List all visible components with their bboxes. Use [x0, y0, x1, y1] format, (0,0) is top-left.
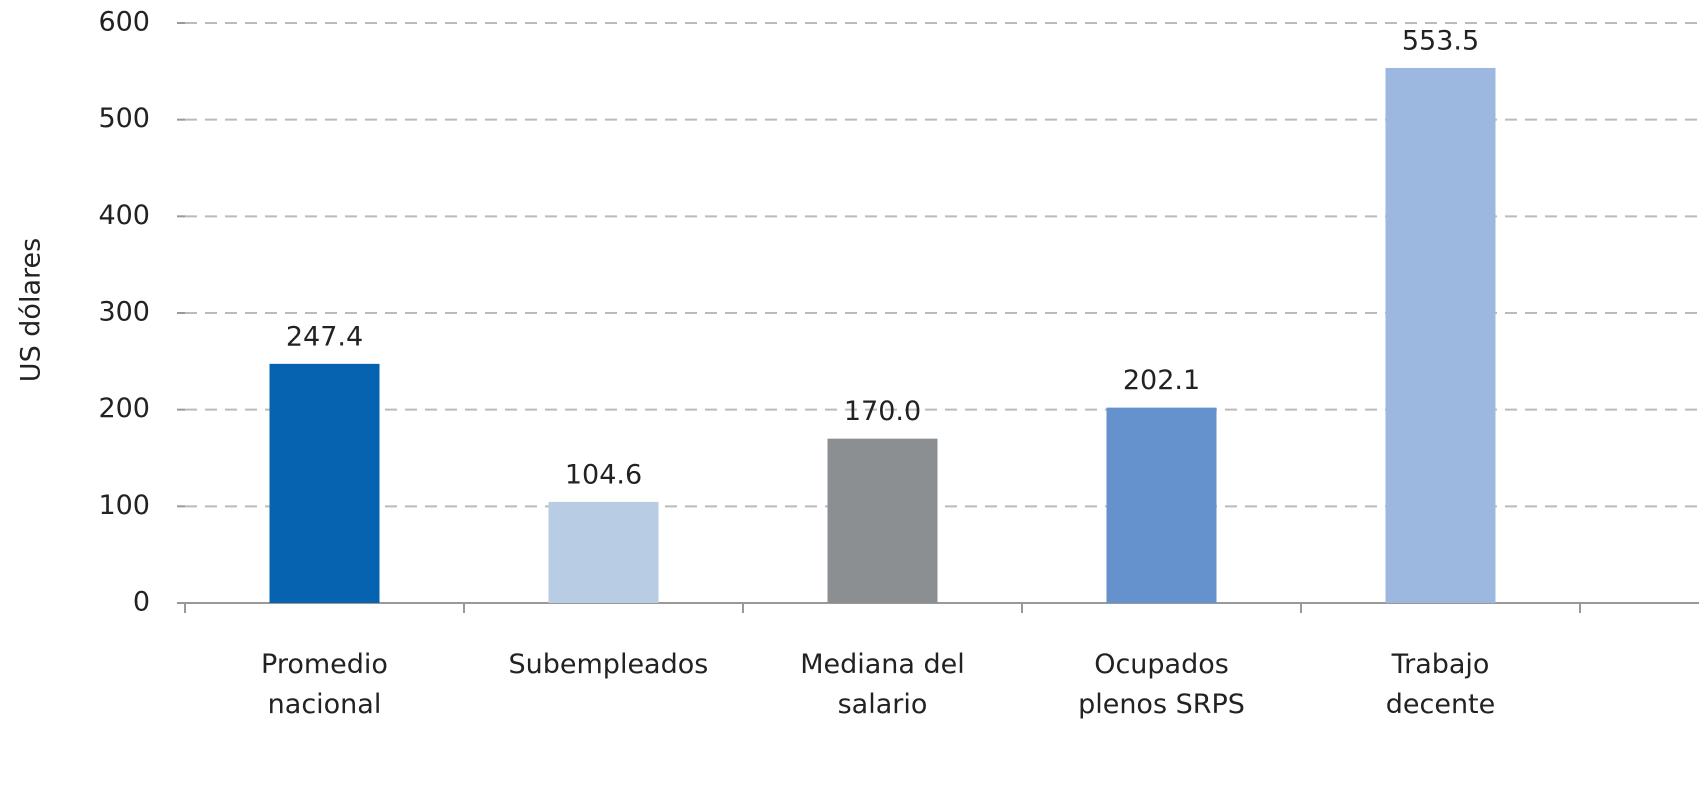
value-label: 247.4: [286, 321, 363, 352]
y-tick-label: 200: [98, 393, 150, 424]
y-tick-label: 400: [98, 200, 150, 231]
y-tick-label: 300: [98, 297, 150, 328]
y-tick-label: 100: [98, 490, 150, 521]
x-tick-label: Promedio nacional: [261, 649, 388, 720]
y-axis-label: US dólares: [16, 238, 47, 382]
y-tick-label: 600: [98, 7, 150, 38]
value-label: 553.5: [1402, 25, 1479, 56]
x-tick-label: Subempleados: [508, 649, 709, 680]
x-tick-label: Ocupados plenos SRPS: [1078, 649, 1245, 720]
bar: [1385, 67, 1496, 603]
value-label: 170.0: [844, 396, 921, 427]
value-label: 202.1: [1123, 365, 1200, 396]
bar: [1106, 407, 1217, 603]
y-tick-label: 0: [133, 587, 150, 618]
x-tick-label: Trabajo decente: [1385, 649, 1496, 720]
bar: [269, 363, 380, 603]
bar: [827, 438, 938, 603]
y-tick-label: 500: [98, 103, 150, 134]
bar: [548, 501, 659, 603]
x-tick-label: Mediana del salario: [800, 649, 965, 720]
value-label: 104.6: [565, 459, 642, 490]
